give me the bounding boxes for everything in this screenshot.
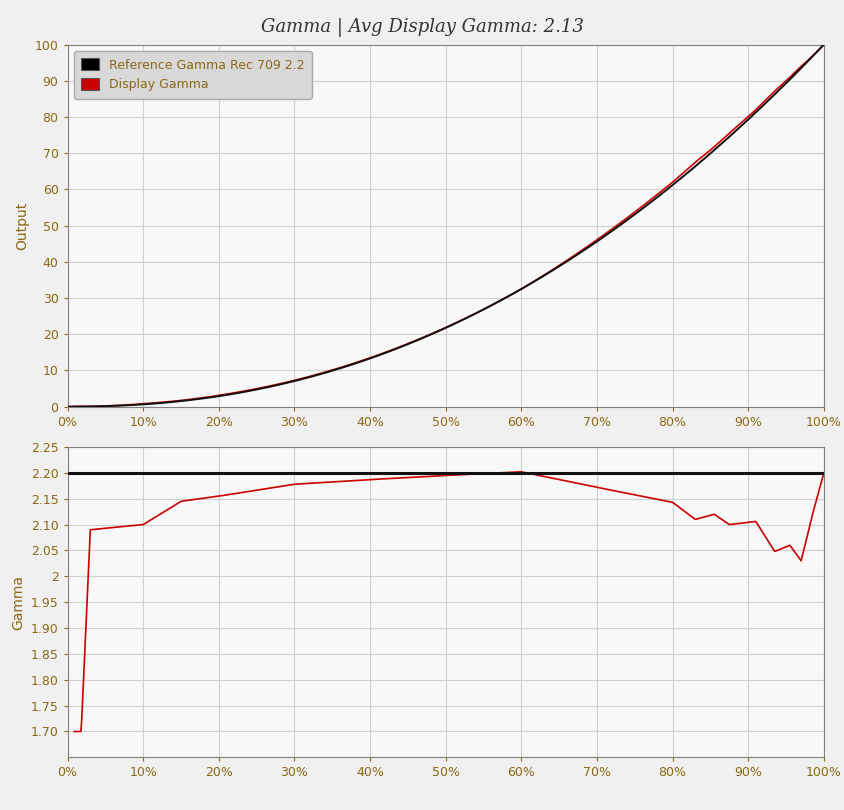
Legend: Reference Gamma Rec 709 2.2, Display Gamma: Reference Gamma Rec 709 2.2, Display Gam… bbox=[73, 51, 311, 99]
Y-axis label: Output: Output bbox=[15, 202, 29, 249]
Y-axis label: Gamma: Gamma bbox=[11, 574, 25, 629]
Text: Gamma | Avg Display Gamma: 2.13: Gamma | Avg Display Gamma: 2.13 bbox=[261, 18, 583, 36]
